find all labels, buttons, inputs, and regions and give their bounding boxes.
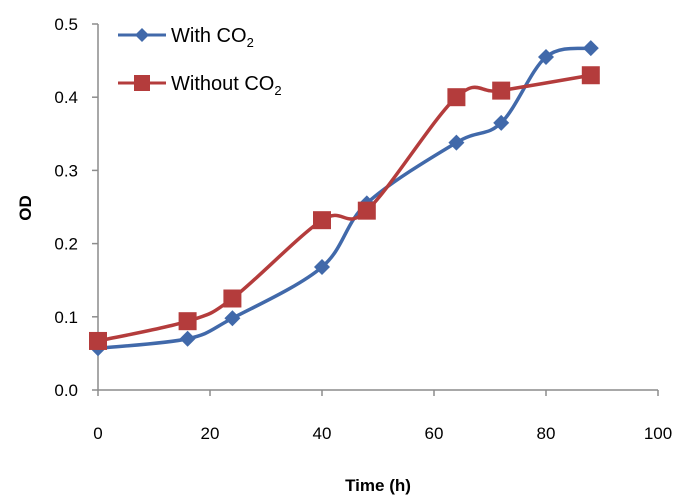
x-tick-label: 40: [313, 424, 332, 443]
x-tick-label: 0: [93, 424, 102, 443]
x-tick-label: 100: [644, 424, 672, 443]
legend-label-with-co2: With CO2: [171, 25, 254, 50]
series-line-without-co2: [97, 73, 592, 343]
legend-marker-square-icon: [134, 75, 150, 91]
y-tick-label: 0.0: [54, 381, 78, 400]
data-point-square: [313, 211, 331, 230]
x-axis-title: Time (h): [345, 476, 411, 495]
y-tick-label: 0.4: [54, 88, 78, 107]
series: [89, 40, 600, 357]
legend-label-with-co2-base: With CO: [171, 25, 247, 47]
data-point-diamond: [224, 310, 241, 327]
legend-marker-diamond-icon: [135, 28, 149, 42]
data-point-square: [447, 88, 466, 107]
legend-label-without-co2-sub: 2: [274, 83, 281, 98]
legend-item-without-co2: Without CO2: [118, 73, 282, 98]
data-point-square: [89, 331, 107, 350]
legend: With CO2 Without CO2: [118, 25, 282, 98]
y-axis-title: OD: [16, 195, 35, 221]
data-point-diamond: [448, 134, 465, 151]
data-point-diamond: [582, 40, 599, 57]
legend-label-with-co2-sub: 2: [247, 35, 254, 50]
data-point-square: [223, 289, 242, 308]
y-tick-label: 0.2: [54, 235, 78, 254]
legend-item-with-co2: With CO2: [118, 25, 254, 50]
data-point-square: [492, 81, 511, 100]
data-point-diamond: [179, 330, 196, 347]
x-tick-label: 20: [201, 424, 220, 443]
series-without-co2: [89, 66, 600, 350]
y-tick-label: 0.5: [54, 15, 78, 34]
data-point-diamond: [314, 259, 330, 276]
y-tick-label: 0.1: [54, 308, 78, 327]
axes: [97, 24, 658, 391]
ticks: 0.0 0.1 0.2 0.3 0.4 0.5 0 20 40 60 80 100: [54, 15, 672, 443]
data-point-square: [357, 201, 376, 220]
x-tick-label: 80: [537, 424, 556, 443]
data-point-square: [178, 312, 197, 331]
legend-label-without-co2-base: Without CO: [171, 73, 274, 95]
data-point-square: [581, 66, 600, 85]
data-point-diamond: [493, 114, 510, 131]
data-point-diamond: [538, 48, 554, 65]
x-tick-label: 60: [425, 424, 444, 443]
legend-label-without-co2: Without CO2: [171, 73, 282, 98]
y-tick-label: 0.3: [54, 161, 78, 180]
